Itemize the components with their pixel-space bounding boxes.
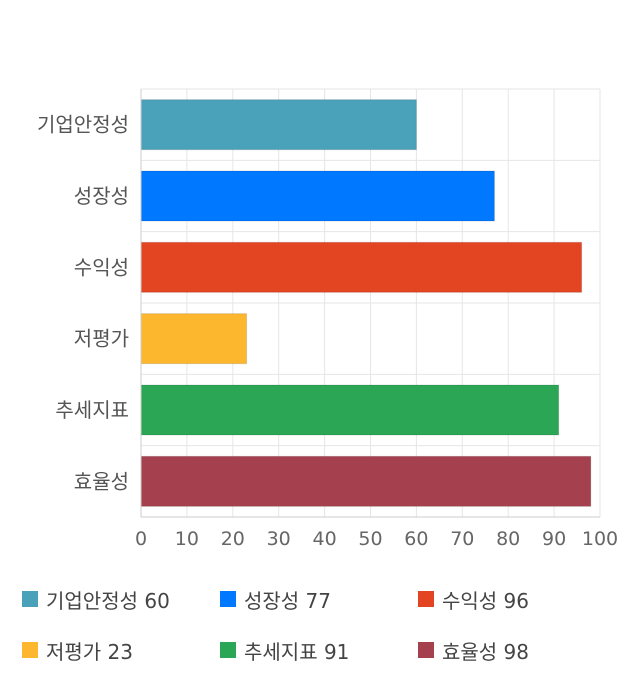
bar[interactable] — [140, 241, 583, 293]
chart-grid — [140, 88, 601, 518]
y-tick-label: 효율성 — [74, 469, 129, 493]
y-tick-label: 기업안정성 — [37, 113, 129, 137]
bar[interactable] — [140, 384, 560, 436]
x-tick-label: 20 — [221, 528, 245, 550]
y-tick-label: 수익성 — [74, 255, 129, 279]
x-tick-label: 40 — [313, 528, 337, 550]
legend-swatch — [22, 591, 38, 607]
legend-item[interactable]: 추세지표 91 — [220, 635, 349, 665]
x-tick-label: 10 — [175, 528, 199, 550]
legend-item[interactable]: 효율성 98 — [418, 635, 529, 665]
bar[interactable] — [140, 455, 592, 507]
bar[interactable] — [140, 99, 417, 151]
chart-legend: 기업안정성 60 성장성 77 수익성 96 저평가 23 추세지표 91 효율… — [0, 570, 640, 690]
legend-swatch — [220, 591, 236, 607]
y-tick-label: 성장성 — [74, 184, 129, 208]
legend-item[interactable]: 성장성 77 — [220, 584, 331, 614]
legend-swatch — [220, 642, 236, 658]
x-tick-label: 50 — [358, 528, 382, 550]
legend-label: 기업안정성 60 — [46, 588, 170, 613]
legend-swatch — [22, 642, 38, 658]
x-axis-labels: 0 10 20 30 40 50 60 70 80 90 100 — [135, 528, 618, 550]
legend-swatch — [418, 642, 434, 658]
x-tick-label: 80 — [496, 528, 520, 550]
x-tick-label: 60 — [404, 528, 428, 550]
legend-label: 저평가 23 — [46, 639, 134, 664]
legend-swatch — [418, 591, 434, 607]
x-tick-label: 70 — [450, 528, 474, 550]
chart-bars — [140, 99, 592, 507]
bar[interactable] — [140, 313, 248, 365]
legend-item[interactable]: 저평가 23 — [22, 635, 133, 665]
y-tick-label: 저평가 — [74, 327, 129, 351]
bar[interactable] — [140, 170, 495, 222]
legend-item[interactable]: 기업안정성 60 — [22, 584, 170, 614]
legend-label: 추세지표 91 — [244, 639, 350, 664]
legend-item[interactable]: 수익성 96 — [418, 584, 529, 614]
x-tick-label: 100 — [582, 528, 618, 550]
legend-label: 성장성 77 — [244, 588, 332, 613]
y-tick-label: 추세지표 — [55, 398, 129, 422]
legend-label: 효율성 98 — [442, 639, 530, 664]
x-tick-label: 90 — [542, 528, 566, 550]
x-tick-label: 0 — [135, 528, 147, 550]
legend-label: 수익성 96 — [442, 588, 530, 613]
x-tick-label: 30 — [267, 528, 291, 550]
